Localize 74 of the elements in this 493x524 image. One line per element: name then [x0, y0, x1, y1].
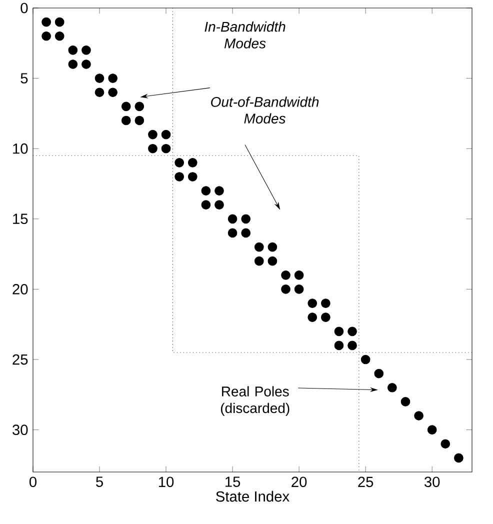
- point: [348, 340, 357, 350]
- point: [321, 298, 330, 308]
- point: [294, 270, 304, 280]
- point: [82, 60, 91, 69]
- point: [388, 382, 397, 392]
- point: [161, 144, 171, 154]
- point: [254, 256, 264, 266]
- point: [268, 256, 278, 266]
- point: [68, 60, 78, 69]
- point: [228, 214, 238, 224]
- point: [148, 144, 158, 154]
- annotation: In-Bandwidth Modes: [204, 21, 286, 48]
- point: [348, 326, 357, 336]
- point: [188, 158, 198, 168]
- point: [241, 214, 251, 224]
- y-tick-label: 10: [13, 143, 28, 154]
- y-tick-label: 25: [12, 354, 28, 365]
- point: [308, 312, 318, 322]
- point: [108, 74, 118, 83]
- point: [254, 242, 264, 252]
- y-tick-label: 0: [20, 2, 28, 14]
- point: [281, 270, 290, 280]
- point: [400, 397, 410, 406]
- point: [334, 340, 344, 350]
- point: [68, 46, 78, 55]
- point: [308, 298, 318, 308]
- point: [360, 354, 370, 364]
- point: [294, 284, 304, 294]
- point: [201, 200, 211, 210]
- point: [214, 186, 224, 196]
- point: [161, 130, 171, 140]
- point: [121, 102, 131, 112]
- point: [148, 130, 158, 140]
- x-tick-label: 20: [292, 476, 307, 488]
- x-tick-label: 5: [96, 476, 103, 487]
- point: [54, 31, 64, 41]
- annotation: Out-of-Bandwidth Modes: [211, 96, 319, 124]
- point: [82, 46, 91, 55]
- point: [42, 31, 51, 41]
- point: [374, 368, 384, 378]
- point: [281, 284, 290, 294]
- point: [334, 326, 344, 336]
- point: [414, 411, 424, 420]
- x-tick-label: 0: [29, 476, 36, 488]
- y-tick-label: 30: [12, 424, 28, 436]
- point: [228, 228, 238, 238]
- y-tick-label: 20: [12, 284, 28, 294]
- point: [134, 102, 144, 112]
- x-tick-label: 15: [226, 476, 240, 487]
- point: [54, 17, 64, 27]
- x-tick-label: 25: [358, 476, 374, 488]
- point: [321, 312, 330, 322]
- point: [108, 88, 118, 98]
- x-tick-label: 30: [424, 476, 440, 488]
- point: [214, 200, 224, 210]
- point: [121, 116, 131, 126]
- y-tick-label: 15: [13, 214, 28, 224]
- point: [440, 439, 450, 449]
- x-axis-title: State Index: [216, 490, 290, 502]
- point: [454, 453, 464, 463]
- point: [42, 17, 51, 27]
- point: [188, 172, 198, 182]
- annotation: Real Poles (discarded): [220, 386, 290, 416]
- point: [427, 425, 437, 434]
- point: [201, 186, 211, 196]
- point: [174, 172, 184, 182]
- point: [94, 88, 104, 98]
- point: [241, 228, 251, 238]
- point: [268, 242, 278, 252]
- point: [174, 158, 184, 168]
- y-tick-label: 5: [20, 73, 28, 84]
- point: [134, 116, 144, 126]
- x-tick-label: 10: [158, 476, 174, 488]
- point: [94, 74, 104, 83]
